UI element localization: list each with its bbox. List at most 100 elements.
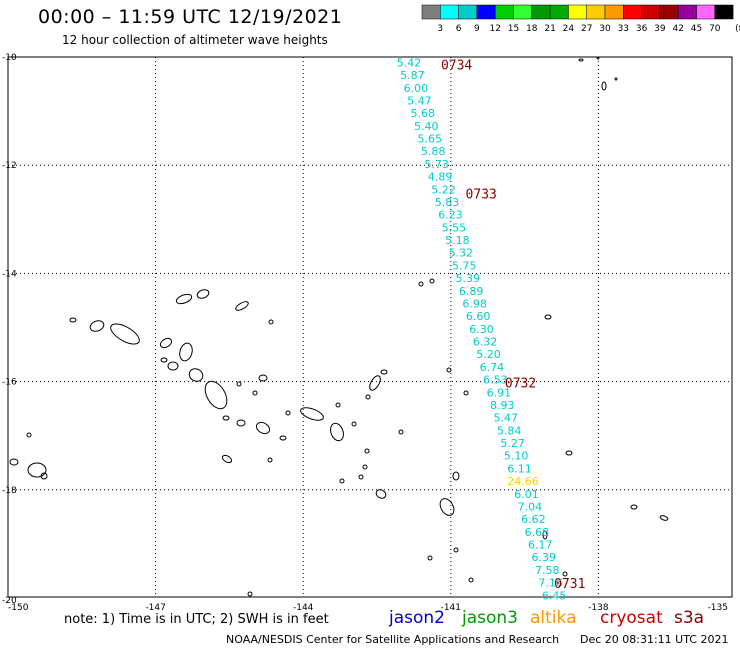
island xyxy=(268,319,274,325)
wave-height-value: 5.20 xyxy=(476,348,501,361)
wave-height-value: 5.47 xyxy=(407,94,432,107)
island xyxy=(167,361,179,371)
map-subtitle: 12 hour collection of altimeter wave hei… xyxy=(62,33,328,47)
wave-height-value: 7.04 xyxy=(518,500,543,513)
colorbar-swatch xyxy=(549,4,569,20)
wave-height-value: 6.17 xyxy=(528,539,553,552)
island xyxy=(179,342,193,362)
wave-height-value: 5.32 xyxy=(449,247,474,260)
island xyxy=(69,317,77,323)
island xyxy=(596,56,600,60)
colorbar-swatch xyxy=(677,4,697,20)
map-grid xyxy=(8,57,732,597)
wave-height-value: 5.47 xyxy=(493,412,518,425)
island xyxy=(160,357,168,363)
lat-tick-label: -14 xyxy=(2,269,17,279)
legend-jason2: jason2 xyxy=(389,608,445,628)
colorbar-swatch xyxy=(513,4,533,20)
colorbar-label: 9 xyxy=(474,24,480,34)
colorbar-label: 33 xyxy=(618,24,629,34)
legend-cryosat: cryosat xyxy=(600,608,663,628)
island xyxy=(110,323,140,345)
colorbar-label: 21 xyxy=(544,24,555,34)
island xyxy=(300,407,324,421)
lat-tick-label: -18 xyxy=(2,486,17,496)
lon-tick-label: -138 xyxy=(588,603,609,613)
wave-height-value: 6.23 xyxy=(438,209,463,222)
wave-height-value: 5.42 xyxy=(397,56,422,69)
colorbar-label: 27 xyxy=(581,24,592,34)
wave-height-value: 6.00 xyxy=(404,82,429,95)
wave-height-value: 8.93 xyxy=(490,399,515,412)
colorbar-swatch xyxy=(604,4,624,20)
colorbar-swatch xyxy=(458,4,478,20)
colorbar-label: 18 xyxy=(526,24,538,34)
colorbar-swatch xyxy=(421,4,441,20)
island xyxy=(236,419,246,427)
pass-time-label: 0733 xyxy=(466,187,497,202)
lon-tick-label: -144 xyxy=(293,603,314,613)
island xyxy=(222,415,230,421)
island xyxy=(175,293,193,305)
wave-height-value: 6.39 xyxy=(532,551,557,564)
wave-height-value: 6.30 xyxy=(469,323,494,336)
wave-height-value: 6.01 xyxy=(514,488,539,501)
island xyxy=(358,474,364,480)
island xyxy=(247,591,253,597)
island xyxy=(601,81,607,91)
wave-height-value: 6.98 xyxy=(462,297,487,310)
island xyxy=(427,555,433,561)
island xyxy=(285,410,291,416)
wave-height-value: 6.45 xyxy=(542,589,567,602)
island xyxy=(446,367,452,373)
colorbar-swatch xyxy=(714,4,734,20)
legend-s3a: s3a xyxy=(674,608,705,628)
island xyxy=(429,278,435,284)
wave-height-value: 4.89 xyxy=(428,171,453,184)
wave-height-value: 5.27 xyxy=(500,437,525,450)
island xyxy=(335,402,341,408)
island xyxy=(452,471,460,481)
wave-height-value: 5.87 xyxy=(400,69,425,82)
colorbar-label: 30 xyxy=(599,24,611,34)
island xyxy=(630,504,638,510)
island xyxy=(375,489,387,499)
footnote: note: 1) Time is in UTC; 2) SWH is in fe… xyxy=(64,612,329,627)
island xyxy=(659,515,669,521)
satellite-track: 5.425.876.005.475.685.405.655.885.734.89… xyxy=(397,56,567,602)
colorbar-swatch xyxy=(440,4,459,20)
island xyxy=(27,462,47,478)
wave-height-value: 5.65 xyxy=(417,133,442,146)
colorbar-label: 6 xyxy=(456,24,462,34)
island xyxy=(351,421,357,427)
generated-timestamp: Dec 20 08:31:11 UTC 2021 xyxy=(580,633,729,646)
island xyxy=(369,375,381,391)
island xyxy=(463,390,469,396)
island xyxy=(565,450,573,456)
island xyxy=(578,58,584,62)
credit-line: NOAA/NESDIS Center for Satellite Applica… xyxy=(226,633,560,646)
wave-height-value: 24.66 xyxy=(507,475,539,488)
wave-height-value: 6.62 xyxy=(521,513,546,526)
wave-height-value: 5.83 xyxy=(435,196,460,209)
legend-altika: altika xyxy=(530,608,577,628)
island-outlines xyxy=(9,56,669,597)
colorbar-swatch xyxy=(531,4,551,20)
pass-time-label: 0731 xyxy=(554,577,585,592)
island xyxy=(252,390,258,396)
map-frame xyxy=(7,56,733,598)
island xyxy=(204,380,228,410)
wave-height-value: 5.18 xyxy=(445,234,470,247)
island xyxy=(339,478,345,484)
lat-tick-label: -10 xyxy=(2,53,17,63)
island xyxy=(468,577,474,583)
colorbar-label: 42 xyxy=(672,24,683,34)
island xyxy=(562,571,568,577)
island xyxy=(267,457,273,463)
island xyxy=(235,301,249,311)
island xyxy=(159,337,173,349)
island xyxy=(544,314,552,320)
wave-height-value: 5.73 xyxy=(424,158,449,171)
colorbar-swatch xyxy=(568,4,587,20)
